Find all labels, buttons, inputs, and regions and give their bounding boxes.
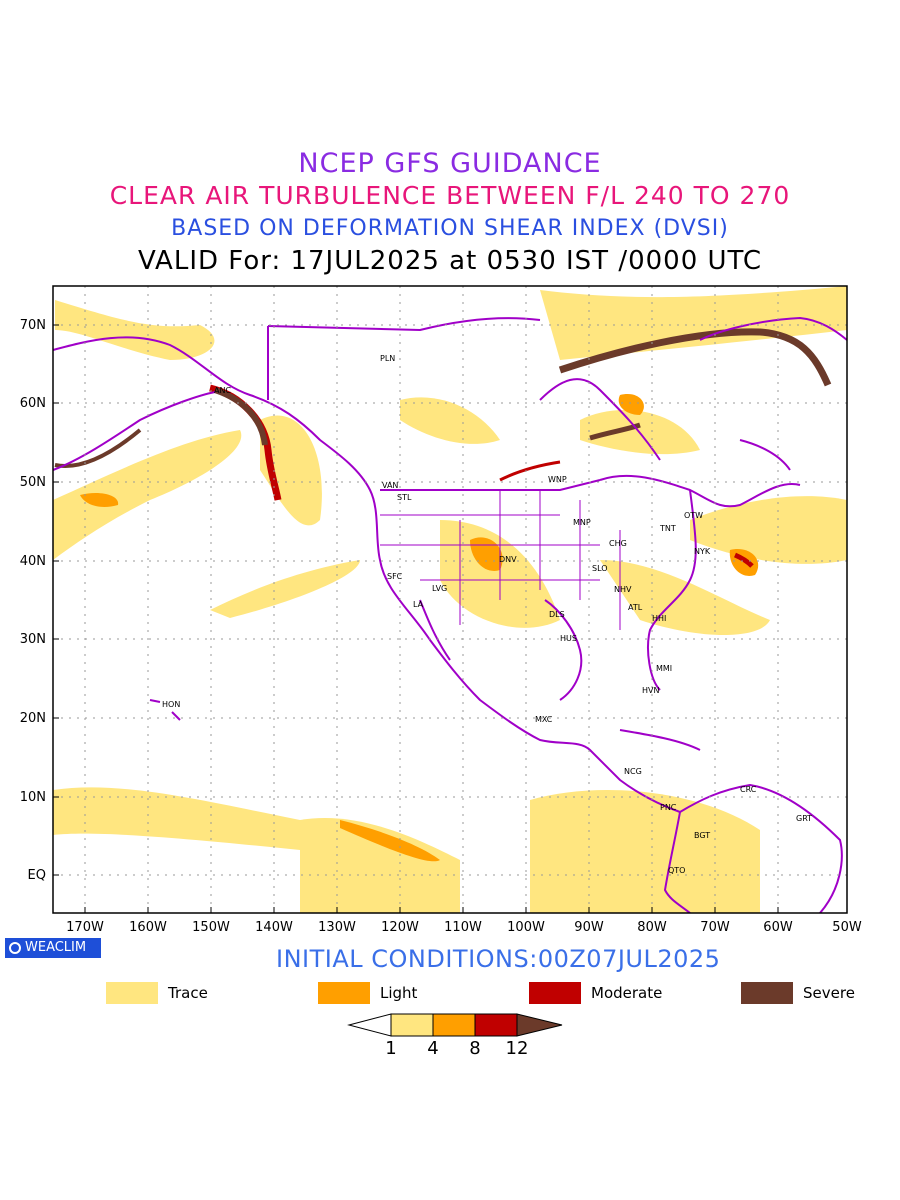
boundaries [53,316,847,913]
lon-label: 170W [66,920,104,935]
lat-label: 10N [19,790,46,805]
station-label: NHV [614,585,632,594]
station-label: LA [413,600,424,609]
station-label: ATL [628,603,643,612]
badge-label: WEACLIM [25,940,87,955]
station-label: HHI [652,614,666,623]
trace-areas [53,286,847,913]
station-label: ANC [214,386,231,395]
legend-label: Severe [803,984,855,1002]
legend-item-severe: Severe [741,982,855,1004]
station-label: CRC [740,785,757,794]
station-label: HUS [560,634,577,643]
station-label: QTO [668,866,685,875]
title-product: CLEAR AIR TURBULENCE BETWEEN F/L 240 TO … [109,181,791,210]
colorbar-tick: 12 [505,1038,529,1059]
station-label: DLS [549,610,565,619]
station-label: NCG [624,767,642,776]
station-label: VAN [382,481,398,490]
map-layers [53,286,847,913]
station-label: BGT [694,831,710,840]
legend-item-moderate: Moderate [529,982,662,1004]
lat-label: 50N [19,475,46,490]
colorbar [347,1013,563,1037]
station-label: WNP [548,475,567,484]
lon-label: 90W [574,920,604,935]
colorbar-tick: 8 [469,1038,481,1059]
legend-swatch [529,982,581,1004]
weaclim-badge: WEACLIM [5,938,101,958]
station-label: SFC [387,572,403,581]
station-label: NYK [694,547,711,556]
station-label: DNV [499,555,517,564]
station-label: TNT [659,524,676,533]
legend-item-trace: Trace [106,982,208,1004]
colorbar-tick: 1 [385,1038,397,1059]
legend-label: Moderate [591,984,663,1002]
legend-label: Trace [168,984,208,1002]
lat-label: 30N [19,632,46,647]
lat-label: 40N [19,554,46,569]
legend-item-light: Light [318,982,417,1004]
axis-ticks [53,324,779,913]
grid-lines [53,286,847,913]
lon-label: 50W [832,920,862,935]
station-label: MNP [573,518,591,527]
legend-swatch [741,982,793,1004]
weaclim-logo-icon [9,942,21,954]
lat-label: 20N [19,711,46,726]
lon-label: 120W [381,920,419,935]
station-label: PLN [380,354,395,363]
title-valid-time: VALID For: 17JUL2025 at 0530 IST /0000 U… [137,246,763,276]
lon-label: 80W [637,920,667,935]
lat-label: 70N [19,318,46,333]
lon-label: 70W [700,920,730,935]
lon-label: 150W [192,920,230,935]
lon-label: 160W [129,920,167,935]
lon-label: 60W [763,920,793,935]
station-labels: PLN ANC WNP VAN STL MNP OTW TNT CHG NYK … [162,354,812,875]
initial-conditions: INITIAL CONDITIONS:00Z07JUL2025 [276,945,721,973]
station-label: SLO [592,564,608,573]
state-borders [380,490,621,630]
station-label: HVN [642,686,659,695]
station-label: MMI [656,664,672,673]
legend-swatch [106,982,158,1004]
lon-label: 130W [318,920,356,935]
lat-label: 60N [19,396,46,411]
station-label: CHG [609,539,627,548]
station-label: HON [162,700,180,709]
lon-label: 110W [444,920,482,935]
title-model: NCEP GFS GUIDANCE [298,148,602,179]
title-method: BASED ON DEFORMATION SHEAR INDEX (DVSI) [171,216,729,241]
station-label: STL [397,493,412,502]
station-label: MXC [535,715,553,724]
legend-swatch [318,982,370,1004]
lon-label: 100W [507,920,545,935]
station-label: LVG [432,584,447,593]
station-label: GRT [796,814,812,823]
station-label: OTW [684,511,703,520]
colorbar-tick: 4 [427,1038,439,1059]
lon-label: 140W [255,920,293,935]
lat-label: EQ [27,868,46,883]
station-label: PNC [660,803,677,812]
map-frame [52,285,848,914]
legend-label: Light [380,984,418,1002]
